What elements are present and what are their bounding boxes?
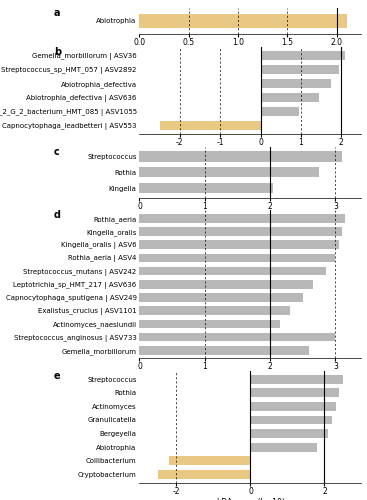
Text: a: a	[54, 8, 61, 18]
Bar	[139, 14, 347, 28]
Bar	[250, 388, 339, 397]
Bar	[261, 65, 339, 74]
Bar	[139, 240, 339, 249]
Bar	[250, 429, 328, 438]
X-axis label: LDA score (log10): LDA score (log10)	[217, 374, 284, 383]
X-axis label: LDA score (log10): LDA score (log10)	[217, 50, 284, 59]
Bar	[250, 402, 335, 411]
Bar	[250, 442, 317, 452]
Bar	[139, 254, 335, 262]
Bar	[169, 456, 250, 465]
Bar	[139, 151, 342, 162]
Text: e: e	[54, 371, 61, 381]
X-axis label: LDA score (log10): LDA score (log10)	[217, 498, 284, 500]
Bar	[139, 294, 303, 302]
Bar	[261, 107, 299, 116]
Bar	[139, 267, 326, 276]
Bar	[261, 51, 345, 60]
Bar	[261, 79, 331, 88]
Bar	[261, 93, 319, 102]
Bar	[139, 320, 280, 328]
X-axis label: LDA score (log10): LDA score (log10)	[217, 150, 284, 159]
Bar	[139, 306, 290, 315]
Bar	[139, 214, 345, 222]
Bar	[158, 470, 250, 479]
Bar	[139, 280, 313, 288]
Bar	[139, 183, 273, 194]
Bar	[139, 333, 335, 342]
Bar	[250, 375, 343, 384]
Bar	[139, 167, 319, 177]
Text: d: d	[54, 210, 61, 220]
Bar	[250, 416, 332, 424]
Bar	[139, 346, 309, 354]
Bar	[139, 228, 342, 236]
X-axis label: LDA score (log10): LDA score (log10)	[217, 214, 284, 222]
Bar	[160, 121, 261, 130]
Text: c: c	[54, 147, 60, 157]
Text: b: b	[54, 47, 61, 57]
